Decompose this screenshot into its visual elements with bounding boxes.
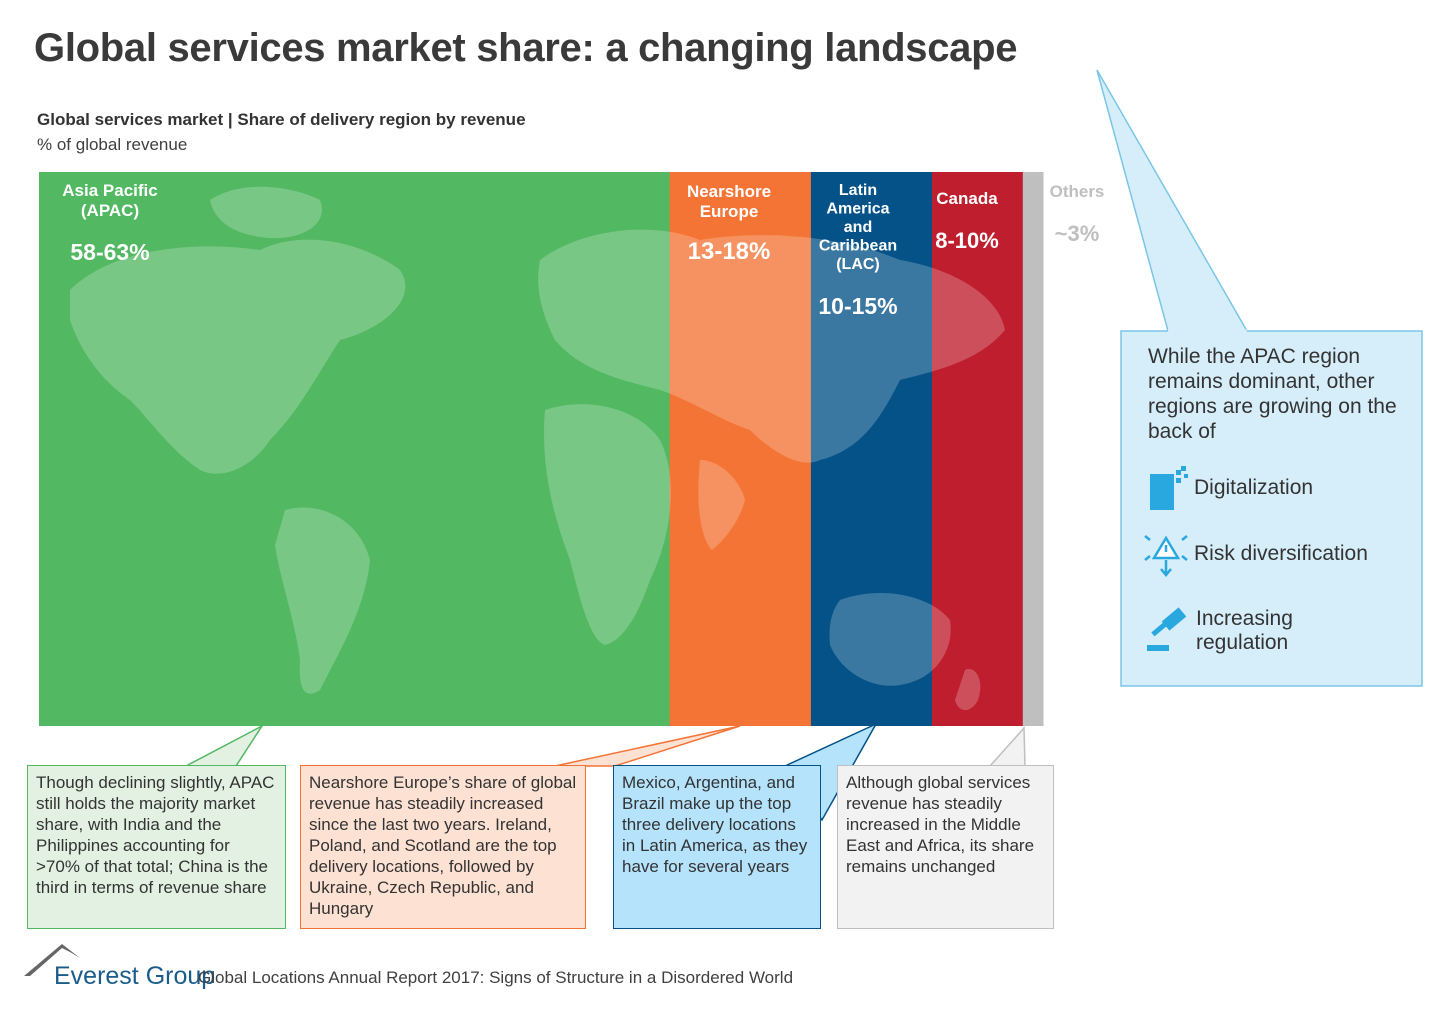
main-title: Global services market share: a changing… bbox=[34, 26, 1018, 70]
segment-name-canada-0: Canada bbox=[936, 189, 998, 208]
segment-value-canada: 8-10% bbox=[935, 228, 999, 253]
bar-segments bbox=[39, 172, 1044, 726]
bar-segment-nearshore-europe bbox=[669, 172, 812, 726]
callout-nearshore-europe: Nearshore Europe’s share of global reven… bbox=[300, 765, 586, 929]
footer-brand: Everest Group bbox=[54, 962, 216, 990]
callout-tail-others bbox=[988, 726, 1026, 767]
driver-regulation-line-1: Increasing bbox=[1196, 607, 1293, 630]
segment-value-apac: 58-63% bbox=[70, 239, 149, 265]
bar-segment-canada bbox=[932, 172, 1024, 726]
chart-subtitle: Global services market | Share of delive… bbox=[37, 110, 526, 129]
segment-name-others-0: Others bbox=[1050, 182, 1105, 201]
callout-tail-europe bbox=[554, 725, 741, 767]
bar-segment-others bbox=[1022, 172, 1044, 726]
risk-diversification-icon bbox=[1144, 535, 1188, 577]
segment-name-nearshore-europe-0: Nearshore bbox=[687, 182, 771, 201]
segment-name-latin-america-2: and bbox=[844, 219, 872, 236]
driver-risk-diversification: Risk diversification bbox=[1194, 542, 1368, 565]
gavel-icon bbox=[1147, 607, 1187, 651]
world-map-overlay bbox=[70, 186, 1005, 711]
chart-unit-label: % of global revenue bbox=[37, 135, 188, 154]
segment-name-latin-america-4: (LAC) bbox=[836, 256, 880, 273]
footer-report-title: Global Locations Annual Report 2017: Sig… bbox=[198, 968, 794, 987]
callout-apac: Though declining slightly, APAC still ho… bbox=[27, 765, 286, 929]
segment-value-others: ~3% bbox=[1055, 221, 1100, 246]
digitalization-icon bbox=[1150, 466, 1188, 510]
side-panel-pointer bbox=[1096, 69, 1249, 332]
segment-value-latin-america: 10-15% bbox=[818, 293, 897, 319]
bar-segment-latin-america bbox=[810, 172, 933, 726]
segment-value-nearshore-europe: 13-18% bbox=[688, 238, 771, 265]
callout-tail-apac bbox=[185, 723, 265, 767]
driver-increasing-regulation: Increasing regulation bbox=[1196, 607, 1293, 655]
segment-name-latin-america-0: Latin bbox=[839, 182, 877, 199]
callout-others: Although global services revenue has ste… bbox=[837, 765, 1054, 929]
driver-regulation-line-2: regulation bbox=[1196, 631, 1289, 654]
segment-name-apac-0: Asia Pacific bbox=[62, 181, 157, 200]
segment-name-latin-america-3: Caribbean bbox=[819, 238, 897, 255]
driver-digitalization: Digitalization bbox=[1194, 476, 1314, 499]
segment-name-nearshore-europe-1: Europe bbox=[700, 202, 759, 221]
everest-logo-icon bbox=[24, 944, 80, 976]
segment-name-apac-1: (APAC) bbox=[81, 201, 139, 220]
segment-name-latin-america-1: America bbox=[826, 201, 889, 218]
callout-latin-america: Mexico, Argentina, and Brazil make up th… bbox=[613, 765, 821, 929]
bar-segment-apac bbox=[39, 172, 671, 726]
side-panel-intro: While the APAC region remains dominant, … bbox=[1148, 345, 1397, 443]
